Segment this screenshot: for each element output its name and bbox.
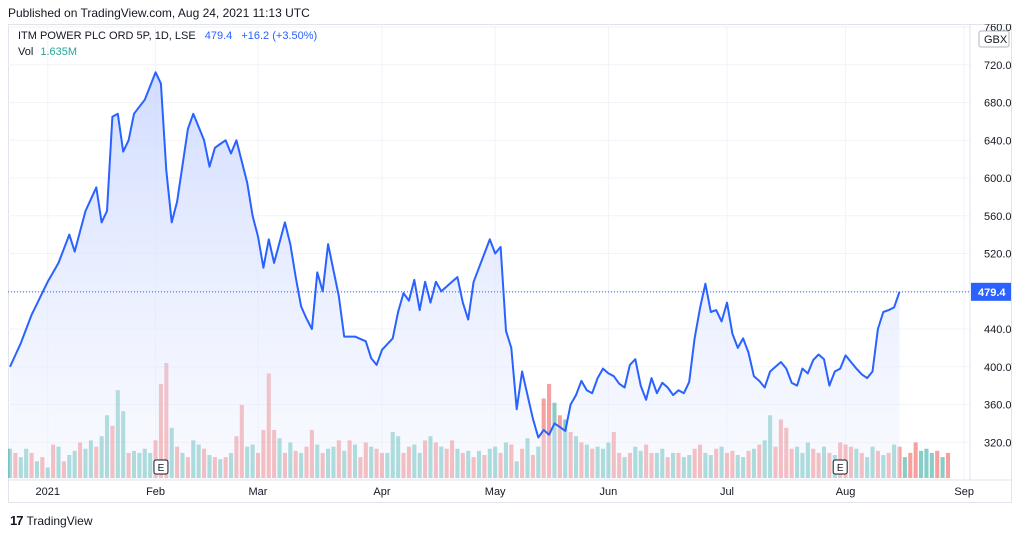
y-tick-label: 680.0 [984,98,1012,110]
volume-bar [929,452,934,478]
chart-frame [8,24,1012,503]
y-tick-label: 520.0 [984,249,1012,261]
volume-bar [945,452,951,478]
earnings-marker [832,459,848,475]
earnings-marker-label: E [158,463,165,474]
y-tick-label: 760.0 [984,24,1012,34]
earnings-marker-label: E [837,463,844,474]
y-tick-label: 640.0 [984,135,1012,147]
y-tick-label: 720.0 [984,60,1012,72]
volume-bar [902,457,907,478]
volume-value: 1.635M [40,46,78,58]
volume-bar [547,383,552,478]
last-price-value: 479.4 [204,30,233,42]
volume-bar [935,450,940,478]
volume-legend: Vol 1.635M [18,46,77,58]
x-tick-label: Mar [249,486,268,498]
x-tick-label: Jul [720,486,734,498]
y-tick-label: 440.0 [984,324,1012,336]
y-tick-label: 360.0 [984,400,1012,412]
y-tick-label: 320.0 [984,437,1012,449]
currency-label: GBX [984,34,1008,46]
price-line [9,71,901,439]
earnings-marker [153,459,169,475]
volume-bar [924,448,929,478]
tradingview-logo-icon: 17 [10,513,24,528]
chart-legend: ITM POWER PLC ORD 5P, 1D, LSE 479.4 +16.… [18,30,317,42]
price-tag-label: 479.4 [978,287,1006,299]
brand-name: TradingView [26,513,93,528]
x-tick-label: Apr [373,486,390,498]
x-tick-label: May [485,486,506,498]
price-chart[interactable]: 760.0720.0680.0640.0600.0560.0520.0480.0… [8,24,1012,503]
x-tick-label: Feb [146,486,165,498]
currency-box [978,30,1010,48]
x-tick-label: 2021 [35,486,59,498]
x-tick-label: Aug [836,486,856,498]
tradingview-footer[interactable]: 17 TradingView [10,513,93,528]
x-tick-label: Sep [954,486,974,498]
x-tick-label: Jun [600,486,618,498]
price-change-value: +16.2 (+3.50%) [241,30,318,42]
y-tick-label: 400.0 [984,362,1012,374]
price-area-fill [10,72,900,481]
volume-bar [908,452,913,478]
y-tick-label: 560.0 [984,211,1012,223]
volume-bar [913,442,918,478]
volume-bar [940,457,945,478]
volume-bar [918,450,924,478]
symbol-title[interactable]: ITM POWER PLC ORD 5P, 1D, LSE [18,30,196,42]
published-header: Published on TradingView.com, Aug 24, 20… [8,6,310,20]
y-tick-label: 600.0 [984,173,1012,185]
price-tag [971,282,1011,301]
volume-label: Vol [18,46,34,58]
